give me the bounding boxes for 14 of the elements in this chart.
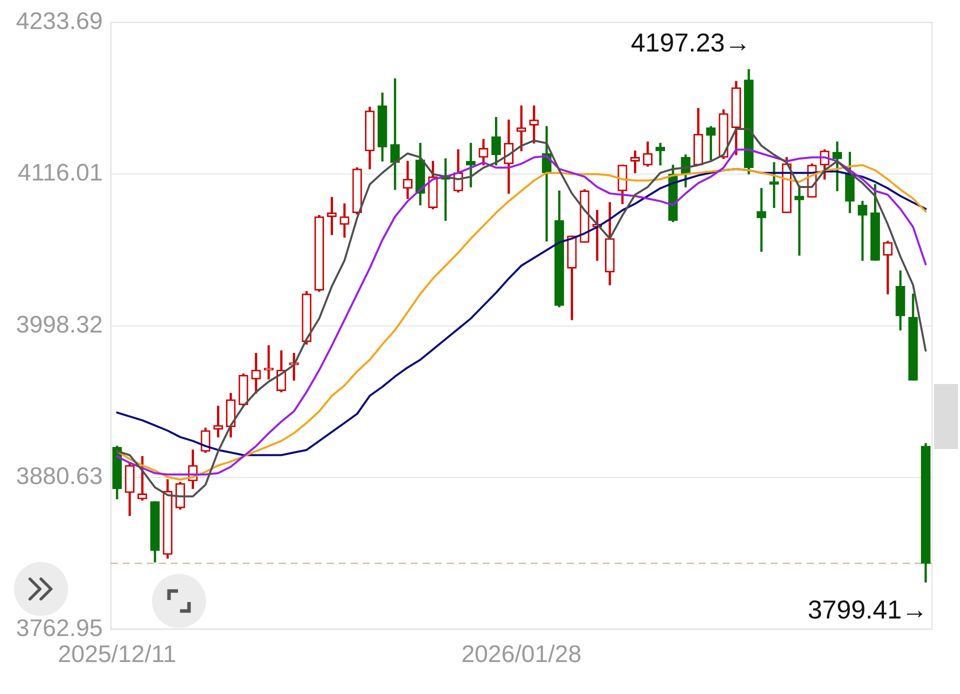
- x-tick-label: 2026/01/28: [461, 641, 582, 668]
- candlestick: [794, 185, 804, 256]
- y-tick-label: 3762.95: [16, 614, 103, 642]
- y-tick-label: 4116.01: [18, 160, 103, 187]
- annotation: 4197.23→: [630, 28, 751, 58]
- y-tick-label: 4233.69: [16, 8, 103, 36]
- y-tick-label: 3998.32: [16, 311, 103, 338]
- candlestick: [213, 406, 223, 438]
- y-tick-label: 3880.63: [16, 463, 103, 490]
- candlestick: [327, 196, 337, 236]
- candlestick: [516, 105, 526, 152]
- candlestick: [264, 345, 274, 380]
- annotation: 3799.41→: [808, 594, 928, 624]
- x-tick-label: 2025/12/11: [58, 641, 176, 668]
